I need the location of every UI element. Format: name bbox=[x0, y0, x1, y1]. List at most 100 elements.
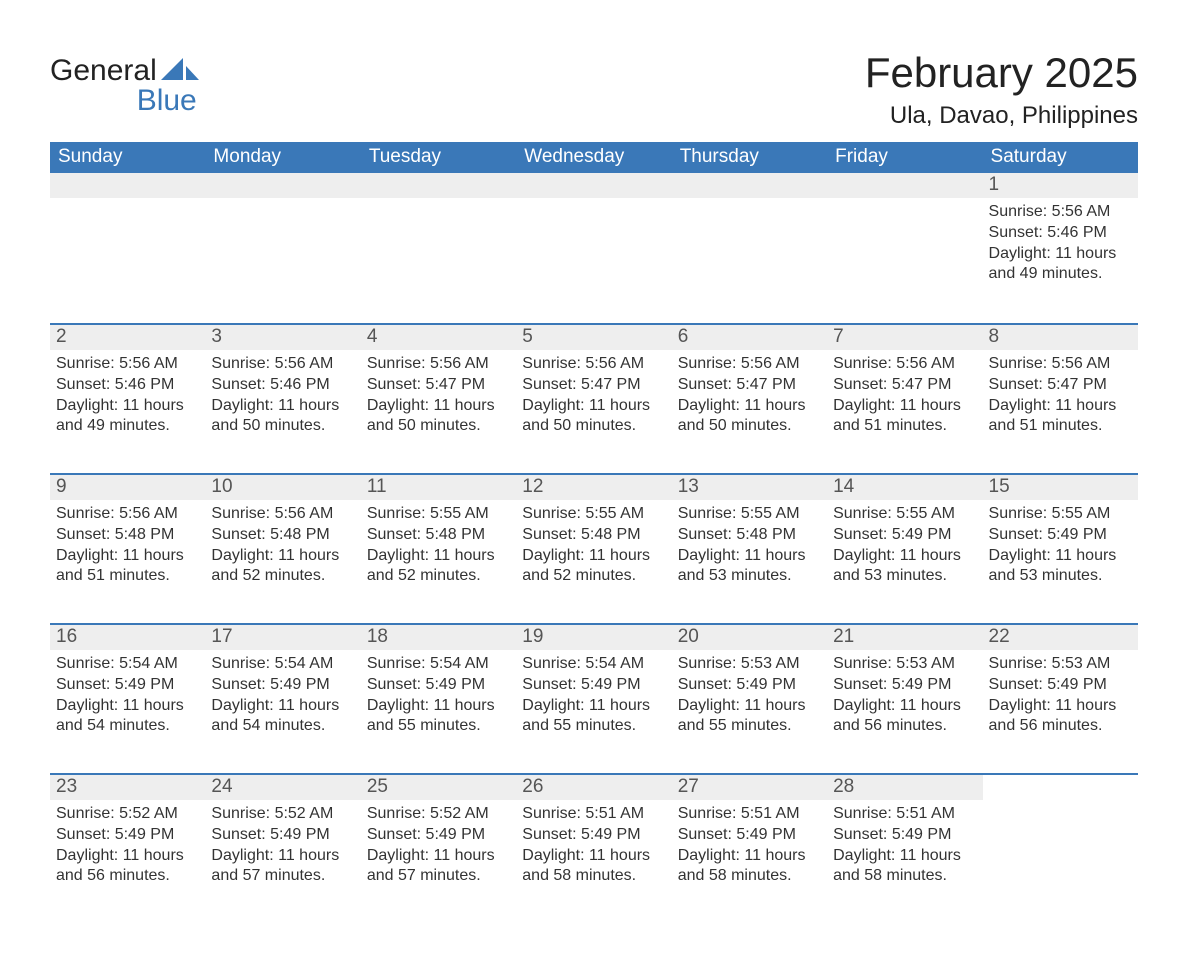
day-cell bbox=[827, 173, 982, 323]
week-row: 23Sunrise: 5:52 AMSunset: 5:49 PMDayligh… bbox=[50, 773, 1138, 923]
day-daylight2: and 52 minutes. bbox=[211, 566, 354, 587]
day-daylight1: Daylight: 11 hours bbox=[522, 696, 665, 717]
day-number: 26 bbox=[516, 775, 671, 800]
day-details: Sunrise: 5:53 AMSunset: 5:49 PMDaylight:… bbox=[827, 650, 982, 747]
day-number: 6 bbox=[672, 325, 827, 350]
day-cell bbox=[205, 173, 360, 323]
day-daylight2: and 56 minutes. bbox=[989, 716, 1132, 737]
day-daylight1: Daylight: 11 hours bbox=[678, 546, 821, 567]
day-daylight1: Daylight: 11 hours bbox=[833, 396, 976, 417]
day-daylight2: and 53 minutes. bbox=[833, 566, 976, 587]
day-sunrise: Sunrise: 5:53 AM bbox=[678, 654, 821, 675]
day-number: 7 bbox=[827, 325, 982, 350]
day-number: 15 bbox=[983, 475, 1138, 500]
day-number bbox=[516, 173, 671, 198]
day-daylight1: Daylight: 11 hours bbox=[56, 696, 199, 717]
day-sunset: Sunset: 5:48 PM bbox=[522, 525, 665, 546]
day-details: Sunrise: 5:56 AMSunset: 5:46 PMDaylight:… bbox=[50, 350, 205, 447]
day-details: Sunrise: 5:54 AMSunset: 5:49 PMDaylight:… bbox=[516, 650, 671, 747]
dayheader-wed: Wednesday bbox=[516, 142, 671, 173]
day-daylight2: and 58 minutes. bbox=[522, 866, 665, 887]
day-daylight1: Daylight: 11 hours bbox=[522, 846, 665, 867]
day-sunrise: Sunrise: 5:56 AM bbox=[989, 202, 1132, 223]
day-daylight1: Daylight: 11 hours bbox=[989, 396, 1132, 417]
day-sunset: Sunset: 5:49 PM bbox=[833, 675, 976, 696]
day-sunset: Sunset: 5:48 PM bbox=[56, 525, 199, 546]
day-sunrise: Sunrise: 5:54 AM bbox=[367, 654, 510, 675]
day-daylight1: Daylight: 11 hours bbox=[833, 696, 976, 717]
day-sunset: Sunset: 5:47 PM bbox=[367, 375, 510, 396]
day-daylight1: Daylight: 11 hours bbox=[211, 696, 354, 717]
day-cell bbox=[361, 173, 516, 323]
day-cell: 22Sunrise: 5:53 AMSunset: 5:49 PMDayligh… bbox=[983, 625, 1138, 773]
day-daylight2: and 49 minutes. bbox=[989, 264, 1132, 285]
day-cell: 27Sunrise: 5:51 AMSunset: 5:49 PMDayligh… bbox=[672, 775, 827, 923]
day-cell: 6Sunrise: 5:56 AMSunset: 5:47 PMDaylight… bbox=[672, 325, 827, 473]
day-details: Sunrise: 5:54 AMSunset: 5:49 PMDaylight:… bbox=[50, 650, 205, 747]
day-daylight2: and 55 minutes. bbox=[678, 716, 821, 737]
day-sunset: Sunset: 5:49 PM bbox=[678, 825, 821, 846]
day-sunset: Sunset: 5:49 PM bbox=[678, 675, 821, 696]
day-daylight2: and 50 minutes. bbox=[367, 416, 510, 437]
dayheader-fri: Friday bbox=[827, 142, 982, 173]
day-number: 2 bbox=[50, 325, 205, 350]
day-cell: 14Sunrise: 5:55 AMSunset: 5:49 PMDayligh… bbox=[827, 475, 982, 623]
day-daylight2: and 57 minutes. bbox=[367, 866, 510, 887]
day-cell: 9Sunrise: 5:56 AMSunset: 5:48 PMDaylight… bbox=[50, 475, 205, 623]
day-daylight1: Daylight: 11 hours bbox=[367, 546, 510, 567]
day-sunset: Sunset: 5:49 PM bbox=[56, 825, 199, 846]
day-details: Sunrise: 5:56 AMSunset: 5:47 PMDaylight:… bbox=[672, 350, 827, 447]
day-daylight2: and 56 minutes. bbox=[833, 716, 976, 737]
day-number: 4 bbox=[361, 325, 516, 350]
day-details: Sunrise: 5:53 AMSunset: 5:49 PMDaylight:… bbox=[672, 650, 827, 747]
day-number bbox=[50, 173, 205, 198]
day-sunset: Sunset: 5:48 PM bbox=[211, 525, 354, 546]
day-cell: 5Sunrise: 5:56 AMSunset: 5:47 PMDaylight… bbox=[516, 325, 671, 473]
day-cell: 13Sunrise: 5:55 AMSunset: 5:48 PMDayligh… bbox=[672, 475, 827, 623]
day-sunset: Sunset: 5:49 PM bbox=[989, 525, 1132, 546]
day-details: Sunrise: 5:51 AMSunset: 5:49 PMDaylight:… bbox=[827, 800, 982, 897]
day-details: Sunrise: 5:56 AMSunset: 5:47 PMDaylight:… bbox=[983, 350, 1138, 447]
day-sunset: Sunset: 5:49 PM bbox=[833, 825, 976, 846]
day-details: Sunrise: 5:56 AMSunset: 5:46 PMDaylight:… bbox=[205, 350, 360, 447]
day-sunrise: Sunrise: 5:51 AM bbox=[522, 804, 665, 825]
day-sunrise: Sunrise: 5:56 AM bbox=[56, 504, 199, 525]
day-sunset: Sunset: 5:46 PM bbox=[211, 375, 354, 396]
day-details: Sunrise: 5:52 AMSunset: 5:49 PMDaylight:… bbox=[361, 800, 516, 897]
day-cell: 3Sunrise: 5:56 AMSunset: 5:46 PMDaylight… bbox=[205, 325, 360, 473]
title-block: February 2025 Ula, Davao, Philippines bbox=[865, 50, 1138, 130]
day-sunrise: Sunrise: 5:53 AM bbox=[833, 654, 976, 675]
day-sunset: Sunset: 5:47 PM bbox=[833, 375, 976, 396]
day-sunrise: Sunrise: 5:52 AM bbox=[56, 804, 199, 825]
day-daylight2: and 52 minutes. bbox=[522, 566, 665, 587]
day-daylight1: Daylight: 11 hours bbox=[989, 546, 1132, 567]
week-row: 1Sunrise: 5:56 AMSunset: 5:46 PMDaylight… bbox=[50, 173, 1138, 323]
day-number: 21 bbox=[827, 625, 982, 650]
day-cell bbox=[672, 173, 827, 323]
week-row: 2Sunrise: 5:56 AMSunset: 5:46 PMDaylight… bbox=[50, 323, 1138, 473]
day-details: Sunrise: 5:55 AMSunset: 5:48 PMDaylight:… bbox=[516, 500, 671, 597]
week-row: 16Sunrise: 5:54 AMSunset: 5:49 PMDayligh… bbox=[50, 623, 1138, 773]
day-daylight1: Daylight: 11 hours bbox=[833, 846, 976, 867]
day-details: Sunrise: 5:56 AMSunset: 5:48 PMDaylight:… bbox=[50, 500, 205, 597]
day-sunrise: Sunrise: 5:54 AM bbox=[56, 654, 199, 675]
day-number: 8 bbox=[983, 325, 1138, 350]
day-cell: 19Sunrise: 5:54 AMSunset: 5:49 PMDayligh… bbox=[516, 625, 671, 773]
day-sunset: Sunset: 5:47 PM bbox=[522, 375, 665, 396]
day-daylight2: and 51 minutes. bbox=[833, 416, 976, 437]
day-details: Sunrise: 5:52 AMSunset: 5:49 PMDaylight:… bbox=[205, 800, 360, 897]
day-daylight1: Daylight: 11 hours bbox=[522, 546, 665, 567]
day-daylight1: Daylight: 11 hours bbox=[367, 396, 510, 417]
day-daylight1: Daylight: 11 hours bbox=[56, 846, 199, 867]
day-sunset: Sunset: 5:48 PM bbox=[678, 525, 821, 546]
day-cell: 12Sunrise: 5:55 AMSunset: 5:48 PMDayligh… bbox=[516, 475, 671, 623]
day-daylight2: and 54 minutes. bbox=[56, 716, 199, 737]
day-cell: 7Sunrise: 5:56 AMSunset: 5:47 PMDaylight… bbox=[827, 325, 982, 473]
day-details: Sunrise: 5:51 AMSunset: 5:49 PMDaylight:… bbox=[516, 800, 671, 897]
dayheader-mon: Monday bbox=[205, 142, 360, 173]
day-daylight1: Daylight: 11 hours bbox=[678, 396, 821, 417]
day-number: 10 bbox=[205, 475, 360, 500]
day-cell: 2Sunrise: 5:56 AMSunset: 5:46 PMDaylight… bbox=[50, 325, 205, 473]
day-cell: 17Sunrise: 5:54 AMSunset: 5:49 PMDayligh… bbox=[205, 625, 360, 773]
day-sunset: Sunset: 5:46 PM bbox=[56, 375, 199, 396]
